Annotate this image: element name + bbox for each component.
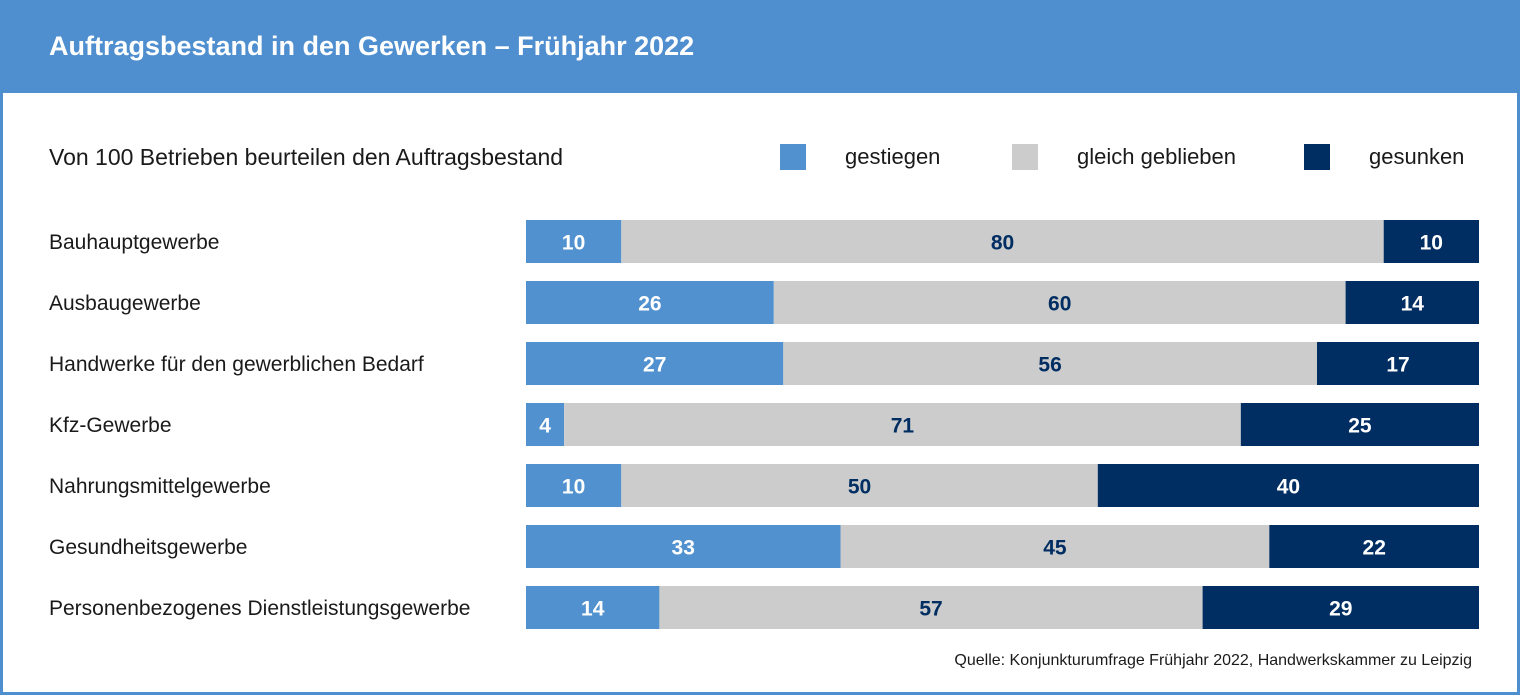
chart-subtitle: Von 100 Betrieben beurteilen den Auftrag… <box>49 144 564 170</box>
data-label-gestiegen: 10 <box>562 476 585 499</box>
bar-gestiegen <box>526 220 622 263</box>
bar-gesunken <box>1202 586 1479 629</box>
bar-gleich <box>773 281 1346 324</box>
legend-label-gestiegen: gestiegen <box>845 144 941 169</box>
bar-gesunken <box>1269 525 1479 568</box>
source-note: Quelle: Konjunkturumfrage Frühjahr 2022,… <box>954 652 1472 669</box>
bar-gesunken <box>1345 281 1479 324</box>
bar-gesunken <box>1317 342 1479 385</box>
data-label-gestiegen: 26 <box>638 293 661 316</box>
data-label-gleich: 71 <box>891 415 915 438</box>
category-label: Personenbezogenes Dienstleistungsgewerbe <box>49 597 471 620</box>
bar-gestiegen <box>526 281 774 324</box>
legend-swatch-gesunken <box>1304 144 1330 170</box>
bar-gestiegen <box>526 525 841 568</box>
data-label-gesunken: 22 <box>1363 537 1386 560</box>
bar-gesunken <box>1097 464 1479 507</box>
data-label-gesunken: 14 <box>1401 293 1425 316</box>
data-label-gleich: 45 <box>1043 537 1067 560</box>
data-label-gleich: 60 <box>1048 293 1071 316</box>
category-label: Gesundheitsgewerbe <box>49 536 248 559</box>
bar-gleich <box>621 464 1098 507</box>
bar-plot-area: 10 80 10 26 60 14 27 56 17 4 71 25 10 50 40 33 45 22 14 57 2… <box>526 220 1479 629</box>
data-label-gesunken: 17 <box>1386 354 1409 377</box>
legend-label-gleich: gleich geblieben <box>1077 144 1237 169</box>
data-label-gestiegen: 33 <box>672 537 695 560</box>
category-label: Ausbaugewerbe <box>49 292 201 315</box>
data-label-gestiegen: 27 <box>643 354 666 377</box>
category-label: Kfz-Gewerbe <box>49 414 172 437</box>
bar-gestiegen <box>526 464 622 507</box>
data-label-gleich: 50 <box>848 476 871 499</box>
bar-gesunken <box>1240 403 1479 446</box>
header-bar: Auftragsbestand in den Gewerken – Frühja… <box>3 3 1520 93</box>
bar-gestiegen <box>526 342 784 385</box>
category-label: Bauhauptgewerbe <box>49 231 220 254</box>
data-label-gesunken: 29 <box>1329 598 1352 621</box>
data-label-gestiegen: 10 <box>562 232 585 255</box>
data-label-gestiegen: 14 <box>581 598 605 621</box>
bar-gleich <box>564 403 1241 446</box>
legend-swatch-gleich <box>1012 144 1038 170</box>
data-label-gleich: 80 <box>991 232 1014 255</box>
bar-gesunken <box>1383 220 1479 263</box>
data-label-gesunken: 25 <box>1348 415 1372 438</box>
legend-swatch-gestiegen <box>780 144 806 170</box>
bar-gestiegen <box>526 403 565 446</box>
bar-gestiegen <box>526 586 660 629</box>
bar-gleich <box>659 586 1203 629</box>
bar-gleich <box>783 342 1317 385</box>
data-label-gesunken: 40 <box>1277 476 1300 499</box>
data-label-gleich: 57 <box>919 598 942 621</box>
bar-gleich <box>621 220 1384 263</box>
category-label: Nahrungsmittelgewerbe <box>49 475 271 498</box>
chart-title: Auftragsbestand in den Gewerken – Frühja… <box>49 31 695 61</box>
data-label-gestiegen: 4 <box>539 415 551 438</box>
data-label-gleich: 56 <box>1038 354 1061 377</box>
category-label: Handwerke für den gewerblichen Bedarf <box>49 353 424 376</box>
data-label-gesunken: 10 <box>1420 232 1443 255</box>
bar-gleich <box>840 525 1270 568</box>
legend-label-gesunken: gesunken <box>1369 144 1465 169</box>
